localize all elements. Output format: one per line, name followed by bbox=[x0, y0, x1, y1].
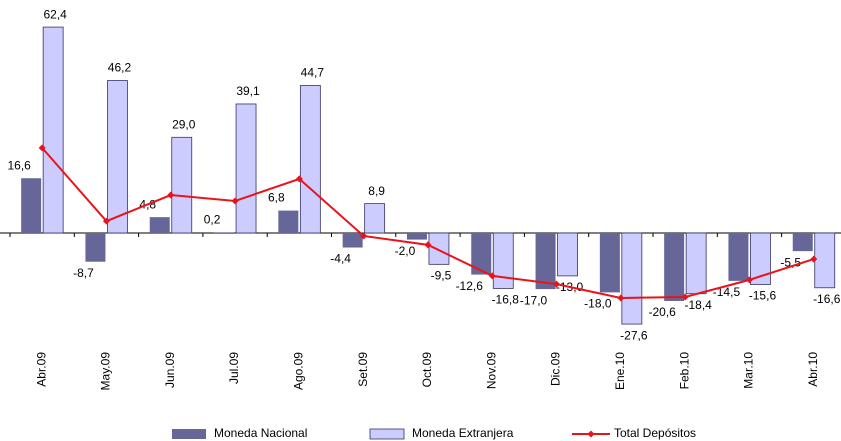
data-label: -4,4 bbox=[330, 252, 351, 266]
line-marker bbox=[295, 175, 303, 183]
line-marker bbox=[745, 276, 753, 284]
legend-label: Total Depósitos bbox=[614, 426, 696, 440]
data-label: -16,6 bbox=[813, 292, 841, 306]
data-label: -17,0 bbox=[520, 293, 548, 307]
bar bbox=[21, 178, 42, 233]
data-label: -18,4 bbox=[684, 298, 712, 312]
legend-label: Moneda Nacional bbox=[214, 426, 307, 440]
x-tick-label: Set.09 bbox=[356, 352, 370, 387]
line-marker bbox=[553, 280, 561, 288]
x-tick-label: Ene.10 bbox=[613, 352, 627, 390]
legend-swatch bbox=[369, 428, 405, 440]
line-marker bbox=[488, 272, 496, 280]
bar bbox=[214, 232, 235, 233]
data-label: -14,5 bbox=[713, 285, 741, 299]
x-tick-label: Abr.10 bbox=[806, 352, 820, 387]
legend-label: Moneda Extranjera bbox=[412, 426, 514, 440]
x-tick-label: Jul.09 bbox=[227, 352, 241, 384]
data-label: 39,1 bbox=[236, 84, 260, 98]
bar bbox=[814, 232, 836, 289]
line-marker bbox=[231, 197, 239, 205]
bar bbox=[42, 26, 64, 234]
x-tick-label: Oct.09 bbox=[420, 352, 434, 388]
x-tick-label: Dic.09 bbox=[549, 352, 563, 386]
data-label: -20,6 bbox=[648, 305, 676, 319]
bar bbox=[492, 232, 514, 289]
data-label: -5,5 bbox=[780, 255, 801, 269]
data-label: 44,7 bbox=[301, 66, 325, 80]
bar bbox=[406, 233, 427, 240]
bar bbox=[535, 233, 556, 290]
legend-swatch bbox=[587, 430, 595, 438]
bar bbox=[364, 203, 386, 234]
line-marker bbox=[681, 293, 689, 301]
data-label: 8,9 bbox=[368, 184, 385, 198]
bar bbox=[342, 233, 363, 248]
line-marker bbox=[360, 232, 368, 240]
data-label: -9,5 bbox=[431, 269, 452, 283]
line-marker bbox=[102, 217, 110, 225]
bar bbox=[85, 233, 106, 262]
x-tick-label: May.09 bbox=[99, 352, 113, 391]
bar bbox=[299, 85, 321, 234]
line-marker bbox=[167, 191, 175, 199]
line-marker bbox=[810, 255, 818, 263]
bar bbox=[278, 210, 299, 233]
x-tick-label: Ago.09 bbox=[292, 352, 306, 390]
bar bbox=[664, 233, 685, 301]
x-tick-label: Nov.09 bbox=[484, 352, 498, 389]
bar bbox=[685, 232, 707, 295]
bar bbox=[107, 80, 128, 234]
x-tick-label: Abr.09 bbox=[34, 352, 48, 387]
data-label: -16,8 bbox=[492, 293, 520, 307]
bar bbox=[599, 233, 620, 293]
line-marker bbox=[38, 144, 46, 152]
x-tick-label: Jun.09 bbox=[163, 352, 177, 388]
data-label: -2,0 bbox=[395, 244, 416, 258]
bar bbox=[728, 233, 749, 281]
line-marker bbox=[617, 294, 625, 302]
bar bbox=[471, 233, 492, 275]
bar bbox=[171, 136, 193, 234]
data-label: 16,6 bbox=[7, 158, 31, 172]
data-label: 0,2 bbox=[204, 213, 221, 227]
bar bbox=[750, 232, 771, 285]
line-marker bbox=[424, 241, 432, 249]
data-label: 29,0 bbox=[172, 117, 196, 131]
bar bbox=[149, 217, 170, 233]
data-label: -12,6 bbox=[456, 279, 484, 293]
bar bbox=[235, 103, 257, 234]
data-label: 62,4 bbox=[43, 7, 67, 21]
bar bbox=[792, 233, 813, 252]
data-label: -27,6 bbox=[620, 328, 648, 342]
bar bbox=[621, 232, 643, 325]
data-label: -15,6 bbox=[749, 289, 777, 303]
bar bbox=[428, 232, 450, 265]
x-tick-label: Mar.10 bbox=[742, 352, 756, 389]
data-label: 46,2 bbox=[108, 61, 132, 75]
data-label: -8,7 bbox=[73, 266, 94, 280]
legend-swatch bbox=[172, 429, 206, 439]
data-label: 6,8 bbox=[268, 191, 285, 205]
bar bbox=[557, 232, 578, 277]
x-tick-label: Feb.10 bbox=[677, 352, 691, 390]
data-label: -18,0 bbox=[584, 297, 612, 311]
